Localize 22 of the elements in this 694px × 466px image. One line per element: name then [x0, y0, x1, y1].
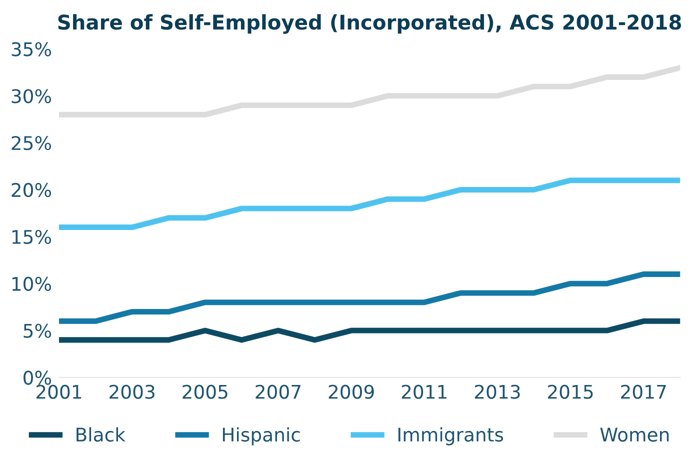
x-tick-label: 2003: [110, 384, 154, 399]
legend-label: Immigrants: [398, 427, 504, 446]
x-tick-label: 2001: [36, 384, 82, 399]
y-tick-label: 30%: [12, 89, 52, 104]
x-tick-label: 2015: [548, 384, 593, 399]
x-tick-label: 2009: [328, 384, 374, 399]
y-tick-label: 10%: [12, 276, 52, 291]
legend-label: Black: [76, 427, 126, 442]
legend-label: Women: [600, 428, 669, 442]
y-tick-label: 0%: [24, 370, 52, 385]
x-tick-label: 2017: [621, 384, 666, 399]
y-tick-label: 25%: [12, 136, 52, 150]
y-tick-label: 35%: [12, 42, 52, 56]
legend-label: Hispanic: [222, 427, 300, 446]
y-tick-label: 20%: [12, 182, 52, 198]
y-tick-label: 5%: [24, 324, 52, 338]
x-tick-label: 2005: [182, 384, 228, 399]
chart-title: Share of Self-Employed (Incorporated), ACS 2001-2018: [58, 14, 681, 34]
x-tick-label: 2007: [256, 384, 300, 399]
x-tick-label: 2013: [474, 384, 520, 399]
x-tick-label: 2011: [402, 384, 446, 399]
y-tick-label: 15%: [12, 230, 52, 244]
